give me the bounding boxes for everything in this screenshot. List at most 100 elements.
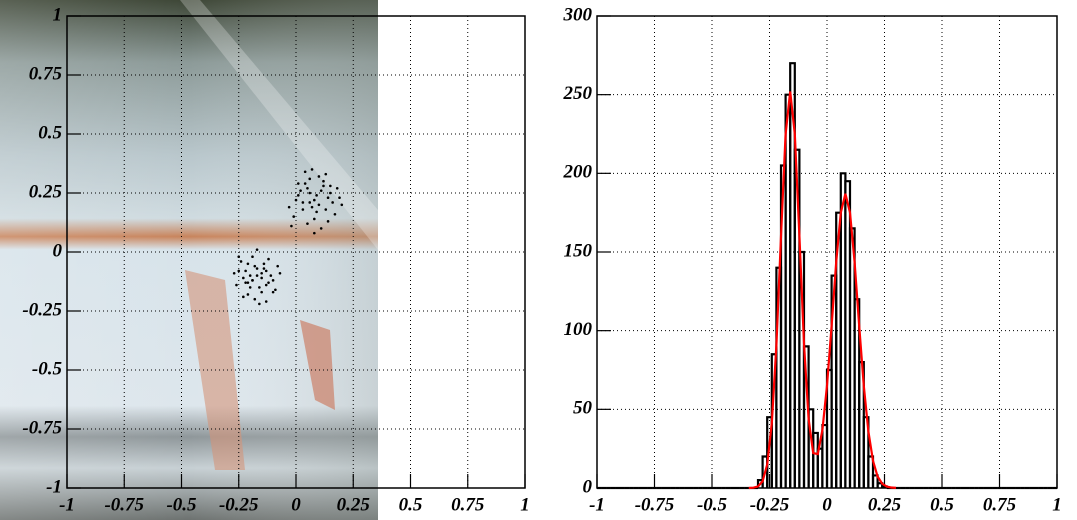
point xyxy=(251,255,254,259)
point xyxy=(331,201,334,204)
x-tick-label: 0.25 xyxy=(337,494,371,515)
point xyxy=(315,194,318,197)
point xyxy=(271,290,275,294)
point xyxy=(308,201,312,204)
point xyxy=(242,295,245,299)
histogram-bin xyxy=(867,455,875,488)
point xyxy=(274,288,277,292)
x-tick-label: -0.25 xyxy=(219,494,259,515)
point xyxy=(319,227,323,230)
point xyxy=(248,274,252,277)
background-photo-stripe xyxy=(300,320,335,410)
histogram-bin xyxy=(871,474,879,488)
x-tick-label: 1 xyxy=(1052,494,1062,515)
point xyxy=(271,279,275,282)
point xyxy=(303,170,307,174)
point xyxy=(294,198,298,202)
x-tick-label: -1 xyxy=(59,494,75,515)
point xyxy=(317,203,321,207)
point xyxy=(329,184,332,188)
x-tick-label: -0.5 xyxy=(697,494,728,515)
background-photo-glare xyxy=(180,0,378,250)
point xyxy=(246,281,250,284)
point xyxy=(262,267,266,270)
point xyxy=(296,194,300,197)
point xyxy=(308,177,312,181)
y-tick-label: -0.25 xyxy=(22,299,62,320)
x-tick-label: 0.75 xyxy=(983,494,1017,515)
point xyxy=(322,184,325,188)
point xyxy=(255,248,259,251)
background-photo-shade xyxy=(0,0,378,520)
point xyxy=(313,198,316,202)
point xyxy=(324,208,328,211)
point xyxy=(232,271,236,275)
point xyxy=(301,208,305,211)
y-tick-label: 0.25 xyxy=(29,181,63,202)
point xyxy=(290,224,293,228)
x-tick-label: -0.25 xyxy=(750,494,790,515)
y-tick-label: -1 xyxy=(46,476,62,497)
point xyxy=(313,217,316,221)
y-tick-label: 1 xyxy=(53,4,63,25)
x-tick-label: 0.5 xyxy=(930,494,954,515)
point xyxy=(308,191,312,195)
x-tick-label: -0.75 xyxy=(635,494,675,515)
point xyxy=(326,220,330,223)
point xyxy=(292,215,296,218)
y-tick-label: 200 xyxy=(563,162,593,183)
fit-curve xyxy=(748,91,897,490)
x-tick-label: -0.5 xyxy=(166,494,197,515)
point xyxy=(260,271,263,275)
point xyxy=(299,189,302,192)
point xyxy=(306,186,309,190)
point xyxy=(324,172,328,176)
x-tick-label: 0.75 xyxy=(451,494,485,515)
point xyxy=(267,281,270,284)
x-tick-label: -0.75 xyxy=(104,494,144,515)
point xyxy=(317,175,321,178)
point xyxy=(262,262,266,266)
point xyxy=(260,290,263,294)
y-tick-label: 0 xyxy=(583,476,593,497)
point xyxy=(237,255,241,259)
point xyxy=(287,205,291,209)
point xyxy=(310,205,314,209)
point xyxy=(253,264,257,268)
point xyxy=(322,179,325,183)
y-tick-label: 0 xyxy=(53,240,63,261)
y-tick-label: 0.75 xyxy=(29,63,63,84)
x-tick-label: 0.5 xyxy=(399,494,423,515)
x-tick-label: -1 xyxy=(589,494,605,515)
point xyxy=(310,168,314,171)
y-tick-label: -0.75 xyxy=(22,417,62,438)
point xyxy=(269,274,273,277)
point xyxy=(237,269,241,273)
point xyxy=(264,300,268,303)
point xyxy=(329,191,332,195)
point xyxy=(276,264,279,268)
y-tick-label: 250 xyxy=(563,83,593,104)
point xyxy=(239,260,243,263)
point xyxy=(301,201,305,204)
point xyxy=(303,182,307,185)
point xyxy=(260,276,263,280)
y-tick-label: 100 xyxy=(564,319,593,340)
point xyxy=(335,186,339,190)
point xyxy=(278,271,282,275)
y-tick-label: 300 xyxy=(563,4,593,25)
point xyxy=(264,269,268,273)
x-tick-label: 1 xyxy=(520,494,530,515)
point xyxy=(235,283,238,287)
point xyxy=(242,276,245,280)
x-tick-label: 0 xyxy=(291,494,301,515)
point xyxy=(267,257,270,261)
point xyxy=(296,182,300,185)
plot-frame xyxy=(66,15,526,489)
point xyxy=(246,262,250,266)
point xyxy=(315,210,318,214)
y-tick-label: 150 xyxy=(564,240,593,261)
point xyxy=(248,286,252,289)
